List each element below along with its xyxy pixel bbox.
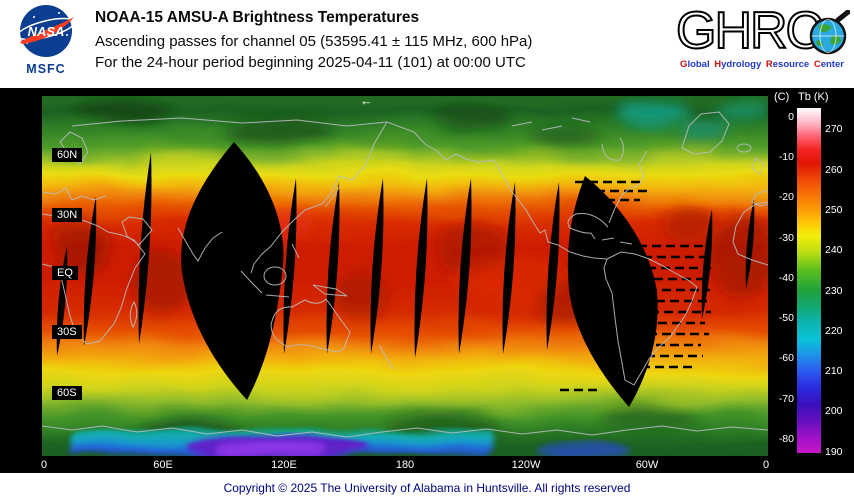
colorbar-unit-celsius: (C) bbox=[774, 91, 790, 103]
celsius-tick: -30 bbox=[778, 232, 794, 244]
nasa-wordmark: NASA bbox=[28, 24, 65, 39]
lon-label: 60E bbox=[153, 459, 173, 471]
page-title: NOAA-15 AMSU-A Brightness Temperatures bbox=[95, 9, 420, 26]
colorbar-unit-kelvin: Tb (K) bbox=[798, 91, 829, 103]
ghrc-acronym: GHRC bbox=[675, 2, 824, 60]
copyright-text: Copyright © 2025 The University of Alaba… bbox=[223, 481, 631, 495]
msfc-caption: MSFC bbox=[26, 62, 66, 76]
title-block: NOAA-15 AMSU-A Brightness Temperatures A… bbox=[95, 9, 532, 75]
kelvin-tick: 240 bbox=[825, 244, 843, 256]
kelvin-tick: 190 bbox=[825, 446, 843, 458]
page-subtitle: Ascending passes for channel 05 (53595.4… bbox=[95, 33, 533, 50]
globe-magnifier-icon bbox=[809, 10, 850, 55]
lon-label: 120W bbox=[511, 459, 541, 471]
coastlines bbox=[41, 111, 769, 438]
kelvin-tick: 270 bbox=[825, 123, 843, 135]
celsius-tick: -70 bbox=[778, 393, 794, 405]
lon-label: 60W bbox=[635, 459, 659, 471]
nasa-insignia-icon: NASA bbox=[17, 5, 75, 57]
map-area: ← bbox=[22, 76, 788, 476]
colorbar: (C) Tb (K) 0 -10 -20 -30 -40 -50 -60 -70… bbox=[774, 88, 854, 473]
celsius-tick: -60 bbox=[778, 352, 794, 364]
tagline-word: Resource bbox=[765, 59, 810, 70]
header: NASA MSFC NOAA-15 AMSU-A Brightness Temp… bbox=[0, 0, 854, 88]
data-gap-scanlines bbox=[560, 180, 711, 392]
colorbar-gradient bbox=[797, 108, 821, 453]
celsius-tick: -10 bbox=[778, 151, 794, 163]
celsius-tick: -20 bbox=[778, 191, 794, 203]
magnifier-handle-icon bbox=[835, 10, 850, 23]
brightness-temperature-map bbox=[22, 76, 788, 476]
kelvin-tick: 220 bbox=[825, 325, 843, 337]
celsius-tick: 0 bbox=[788, 111, 794, 123]
lat-label: 30S bbox=[52, 325, 82, 339]
direction-arrow-icon: ← bbox=[360, 93, 373, 108]
lat-label: 30N bbox=[52, 208, 83, 222]
lon-label: 0 bbox=[40, 459, 48, 471]
kelvin-tick: 210 bbox=[825, 365, 843, 377]
lon-label: 180 bbox=[395, 459, 415, 471]
lat-label: EQ bbox=[52, 266, 78, 280]
kelvin-tick: 230 bbox=[825, 285, 843, 297]
data-gap-swaths bbox=[56, 142, 755, 407]
figure-panel: ← 60N 30N EQ 30S 60S 0 60E 120E 180 120W… bbox=[0, 76, 854, 476]
ghrc-logo: GHRC Global Hydrology Resource Center bbox=[674, 2, 850, 70]
footer: Copyright © 2025 The University of Alaba… bbox=[0, 473, 854, 502]
tagline-word: Global bbox=[680, 59, 710, 70]
tagline-word: Center bbox=[813, 59, 844, 70]
period-line: For the 24-hour period beginning 2025-04… bbox=[95, 54, 526, 71]
celsius-tick: -80 bbox=[778, 433, 794, 445]
nasa-logo: NASA MSFC bbox=[10, 4, 82, 76]
kelvin-tick: 250 bbox=[825, 204, 843, 216]
lon-label: 120E bbox=[271, 459, 297, 471]
kelvin-tick: 260 bbox=[825, 164, 843, 176]
antarctic-band bbox=[72, 430, 630, 459]
tagline-word: Hydrology bbox=[714, 59, 762, 70]
lat-label: 60N bbox=[52, 148, 83, 162]
ghrc-tagline: Global Hydrology Resource Center bbox=[674, 59, 850, 70]
lat-label: 60S bbox=[52, 386, 82, 400]
kelvin-tick: 200 bbox=[825, 405, 843, 417]
lon-label: 0 bbox=[762, 459, 770, 471]
celsius-tick: -40 bbox=[778, 272, 794, 284]
celsius-tick: -50 bbox=[778, 312, 794, 324]
